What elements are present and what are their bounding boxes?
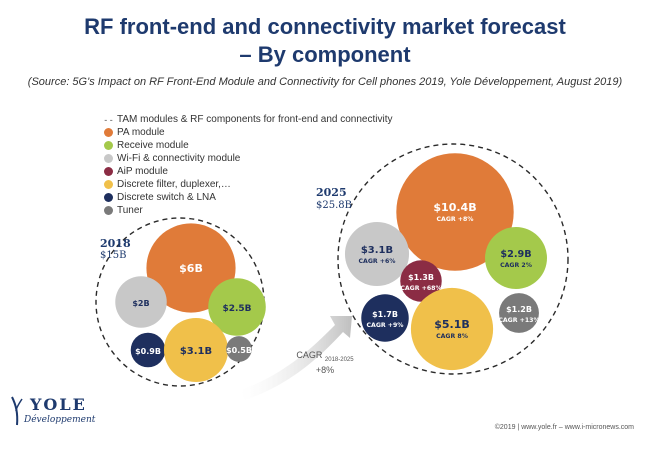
bubble-value-label: $0.5B [226, 346, 252, 355]
bubble-cagr-label: CAGR +9% [366, 322, 403, 329]
page-subtitle: – By component [239, 42, 411, 67]
bubble-value-label: $2B [132, 299, 149, 308]
legend-swatch [104, 154, 113, 163]
bubble-aip-module-2025 [400, 260, 442, 302]
bubble-value-label: $1.2B [506, 305, 532, 314]
bubble-value-label: $10.4B [433, 201, 476, 214]
total-2025-label: $25.8B [316, 200, 352, 211]
bubble-value-label: $2.9B [500, 249, 531, 260]
logo-mark-icon [11, 396, 23, 426]
legend-swatch [104, 167, 113, 176]
legend-label: Receive module [117, 140, 189, 151]
cagr-arrow-label: CAGR 2018-2025 +8% [290, 350, 360, 375]
cagr-label: CAGR [296, 350, 323, 360]
dashed-circle-icon: - - [104, 114, 113, 125]
bubble-value-label: $0.9B [135, 347, 161, 356]
bubble-cagr-label: CAGR 8% [436, 333, 468, 340]
source-note: (Source: 5G's Impact on RF Front-End Mod… [27, 76, 623, 88]
legend-label: Discrete switch & LNA [117, 192, 216, 203]
bubble-cagr-label: CAGR +68% [400, 285, 441, 292]
bubble-wi-fi-connectivity-module-2018 [115, 276, 167, 328]
legend-item: PA module [104, 127, 393, 138]
bubble-cagr-label: CAGR +8% [436, 216, 473, 223]
bubble-receive-module-2025 [485, 227, 547, 289]
legend-label: AiP module [117, 166, 168, 177]
logo-name: YOLE [30, 395, 87, 414]
legend-label: TAM modules & RF components for front-en… [117, 114, 393, 125]
legend-swatch [104, 128, 113, 137]
bubble-value-label: $1.7B [372, 310, 398, 319]
legend-swatch [104, 193, 113, 202]
growth-arrow [240, 316, 352, 400]
bubble-value-label: $3.1B [361, 245, 393, 256]
bubble-discrete-filter-duplexer--2025 [410, 287, 494, 371]
legend-swatch [104, 141, 113, 150]
bubble-value-label: $2.5B [222, 304, 251, 314]
footer-credit: ©2019 | www.yole.fr – www.i-micronews.co… [494, 424, 634, 431]
legend-swatch [104, 206, 113, 215]
legend-item: Discrete switch & LNA [104, 192, 393, 203]
bubble-discrete-switch-lna-2018 [130, 332, 166, 368]
cagr-value: +8% [315, 364, 335, 375]
legend-label: Wi-Fi & connectivity module [117, 153, 241, 164]
year-2018-label: 2018 [100, 237, 131, 250]
tam-outline-2025 [337, 143, 569, 375]
legend-item: Wi-Fi & connectivity module [104, 153, 393, 164]
legend-item: AiP module [104, 166, 393, 177]
bubble-value-label: $3.1B [180, 346, 212, 357]
legend-item: Discrete filter, duplexer,… [104, 179, 393, 190]
page-title: RF front-end and connectivity market for… [84, 14, 566, 39]
legend-item: Receive module [104, 140, 393, 151]
bubble-cagr-label: CAGR +13% [498, 317, 539, 324]
bubble-tuner-2018 [226, 336, 252, 362]
bubble-wi-fi-connectivity-module-2025 [344, 221, 410, 287]
bubble-cagr-label: CAGR 2% [500, 262, 532, 269]
bubble-tuner-2025 [499, 293, 539, 333]
total-2018-label: $15B [100, 250, 127, 261]
legend-item: Tuner [104, 205, 393, 216]
bubble-receive-module-2018 [208, 278, 266, 336]
cagr-range: 2018-2025 [324, 356, 354, 363]
bubble-pa-module-2025 [396, 153, 514, 271]
bubble-value-label: $6B [179, 262, 203, 275]
bubble-discrete-switch-lna-2025 [361, 294, 409, 342]
legend-label: Discrete filter, duplexer,… [117, 179, 231, 190]
bubble-value-label: $5.1B [434, 318, 470, 331]
legend-label: PA module [117, 127, 165, 138]
bubble-value-label: $1.3B [408, 273, 434, 282]
bubble-pa-module-2018 [146, 223, 236, 313]
legend-label: Tuner [117, 205, 143, 216]
bubble-discrete-filter-duplexer--2018 [163, 317, 229, 383]
logo-sub: Développement [24, 415, 96, 425]
year-2025-label: 2025 [316, 186, 347, 199]
bubble-cagr-label: CAGR +6% [358, 258, 395, 265]
legend: - - TAM modules & RF components for fron… [104, 114, 393, 218]
legend-swatch [104, 180, 113, 189]
legend-item-tam: - - TAM modules & RF components for fron… [104, 114, 393, 125]
